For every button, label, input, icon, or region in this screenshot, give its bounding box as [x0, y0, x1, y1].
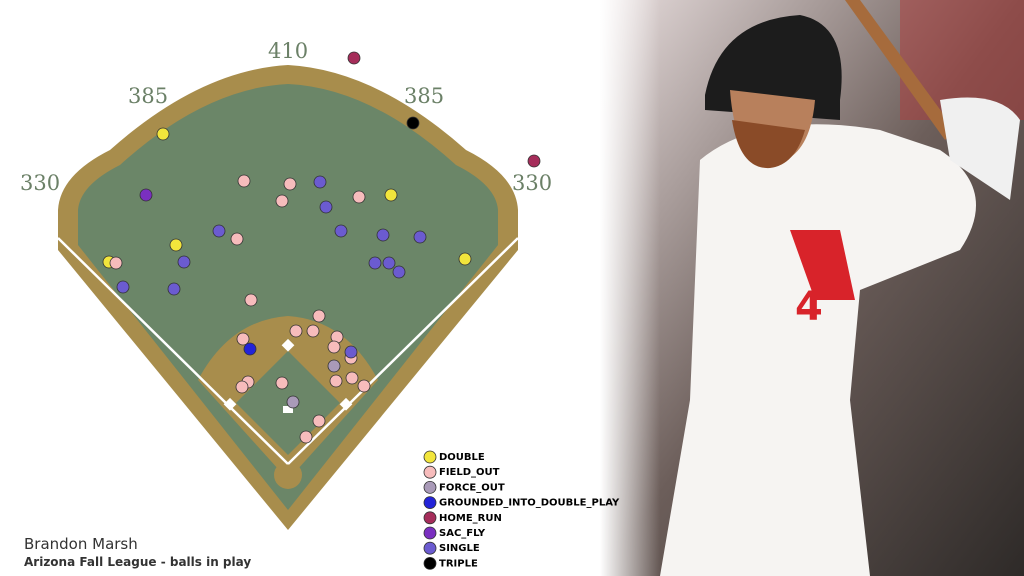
- ball-in-play: [275, 376, 289, 390]
- legend-swatch: [423, 465, 437, 479]
- ball-in-play: [212, 224, 226, 238]
- distance-label: 410: [268, 39, 308, 63]
- legend-swatch: [423, 480, 437, 494]
- ball-in-play: [384, 188, 398, 202]
- ball-in-play: [344, 345, 358, 359]
- legend-swatch: [423, 511, 437, 525]
- ball-in-play: [286, 395, 300, 409]
- ball-in-play: [275, 194, 289, 208]
- ball-in-play: [345, 371, 359, 385]
- player-photo: 4: [600, 0, 1024, 576]
- ball-in-play: [347, 51, 361, 65]
- ball-in-play: [313, 175, 327, 189]
- ball-in-play: [413, 230, 427, 244]
- ball-in-play: [169, 238, 183, 252]
- ball-in-play: [527, 154, 541, 168]
- chart-title: Brandon Marsh: [24, 535, 138, 553]
- ball-in-play: [327, 359, 341, 373]
- ball-in-play: [382, 256, 396, 270]
- ball-in-play: [230, 232, 244, 246]
- distance-label: 330: [20, 171, 60, 195]
- legend-label: FIELD_OUT: [439, 467, 500, 478]
- ball-in-play: [283, 177, 297, 191]
- ball-in-play: [352, 190, 366, 204]
- ball-in-play: [458, 252, 472, 266]
- ball-in-play: [306, 324, 320, 338]
- distance-label: 330: [512, 171, 552, 195]
- legend-swatch: [423, 557, 437, 570]
- legend-label: HOME_RUN: [439, 513, 502, 524]
- ball-in-play: [243, 342, 257, 356]
- chart-subtitle: Arizona Fall League - balls in play: [24, 555, 251, 569]
- ball-in-play: [334, 224, 348, 238]
- jersey-number: 4: [795, 284, 823, 330]
- ball-in-play: [167, 282, 181, 296]
- legend-label: GROUNDED_INTO_DOUBLE_PLAY: [439, 498, 620, 509]
- ball-in-play: [289, 324, 303, 338]
- ball-in-play: [237, 174, 251, 188]
- legend-label: SAC_FLY: [439, 528, 486, 539]
- ball-in-play: [312, 309, 326, 323]
- ball-in-play: [319, 200, 333, 214]
- ball-in-play: [139, 188, 153, 202]
- ball-in-play: [392, 265, 406, 279]
- ball-in-play: [177, 255, 191, 269]
- legend-label: DOUBLE: [439, 452, 485, 463]
- ball-in-play: [156, 127, 170, 141]
- ball-in-play: [299, 430, 313, 444]
- legend-label: FORCE_OUT: [439, 482, 505, 493]
- ball-in-play: [368, 256, 382, 270]
- legend-swatch: [423, 496, 437, 510]
- ball-in-play: [357, 379, 371, 393]
- legend-swatch: [423, 450, 437, 464]
- ball-in-play: [236, 332, 250, 346]
- distance-label: 385: [404, 84, 444, 108]
- ball-in-play: [235, 380, 249, 394]
- ball-in-play: [109, 256, 123, 270]
- ball-in-play: [376, 228, 390, 242]
- ball-in-play: [329, 374, 343, 388]
- ball-in-play: [312, 414, 326, 428]
- legend-label: TRIPLE: [439, 558, 478, 569]
- ball-in-play: [406, 116, 420, 130]
- ball-in-play: [116, 280, 130, 294]
- ball-in-play: [327, 340, 341, 354]
- legend-swatch: [423, 526, 437, 540]
- legend-label: SINGLE: [439, 543, 480, 554]
- ball-in-play: [244, 293, 258, 307]
- distance-label: 385: [128, 84, 168, 108]
- legend-swatch: [423, 541, 437, 555]
